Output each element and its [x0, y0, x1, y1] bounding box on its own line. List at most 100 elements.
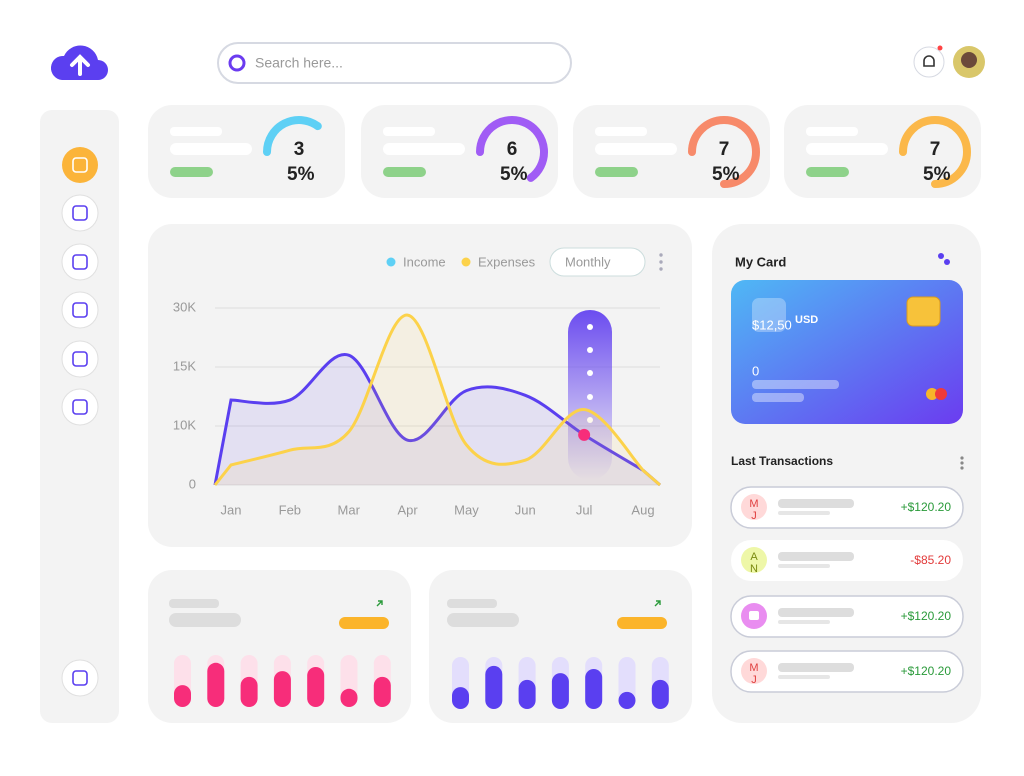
- bar: [551, 673, 569, 709]
- card-line: [752, 380, 839, 389]
- txn-line: [778, 499, 854, 508]
- transaction-amount: +$120.20: [901, 609, 952, 623]
- mini-line: [447, 599, 497, 608]
- transaction-amount: +$120.20: [901, 500, 952, 514]
- kpi-label: 75%: [923, 139, 951, 185]
- gauge: [688, 116, 760, 188]
- kpi-bar: [170, 167, 213, 177]
- nav-icon: [72, 399, 88, 415]
- transaction-avatar: [741, 658, 767, 684]
- trend-icon: [654, 600, 661, 607]
- txn-line: [778, 552, 854, 561]
- chart-menu: [659, 267, 663, 271]
- bar: [174, 685, 191, 707]
- card-balance: $12,50: [752, 317, 792, 332]
- txn-line: [778, 608, 854, 617]
- avatar-face: [961, 52, 977, 68]
- txn-line: [778, 564, 830, 568]
- gauge: [263, 116, 322, 156]
- mc-logo: [926, 388, 938, 400]
- card-menu-dot: [944, 259, 950, 265]
- highlight-dot: [587, 394, 593, 400]
- bar: [207, 662, 225, 707]
- bar: [585, 668, 603, 709]
- nav-icon: [72, 302, 88, 318]
- bank-card[interactable]: [731, 280, 963, 424]
- gauge: [476, 116, 548, 182]
- bar: [618, 691, 636, 709]
- logo-arrow: [70, 54, 90, 76]
- kpi-line: [170, 127, 222, 136]
- y-tick-label: 0: [189, 476, 196, 491]
- nav-button[interactable]: [61, 340, 99, 378]
- bar: [373, 676, 391, 707]
- legend-dot: [386, 257, 396, 267]
- mini-line: [447, 613, 519, 627]
- x-tick-label: Jun: [515, 502, 536, 517]
- highlight-point: [578, 428, 591, 441]
- card-title: My Card: [735, 254, 786, 269]
- x-tick-label: Jul: [576, 502, 593, 517]
- highlight-dot: [587, 370, 593, 376]
- y-tick-label: 10K: [173, 417, 196, 432]
- card-glass: [752, 298, 786, 332]
- txn-line: [778, 511, 830, 515]
- kpi-bar: [806, 167, 849, 177]
- transactions-title: Last Transactions: [731, 454, 833, 468]
- nav-button[interactable]: [61, 243, 99, 281]
- txn-line: [778, 663, 854, 672]
- highlight-dot: [587, 324, 593, 330]
- search-icon: [228, 54, 246, 72]
- nav-button[interactable]: [62, 147, 98, 183]
- kpi-label: 75%: [712, 139, 740, 185]
- legend-dot: [461, 257, 471, 267]
- avatar-icon: [749, 611, 759, 620]
- search-placeholder: Search here...: [255, 55, 343, 71]
- kpi-line: [595, 127, 647, 136]
- kpi-label: 65%: [500, 139, 528, 185]
- y-tick-label: 30K: [173, 299, 196, 314]
- kpi-line: [806, 127, 858, 136]
- mini-line: [169, 599, 219, 608]
- area: [215, 354, 660, 485]
- bar: [307, 666, 325, 707]
- search-box[interactable]: [217, 42, 572, 84]
- bell[interactable]: [913, 46, 945, 78]
- bell-icon: [923, 55, 935, 67]
- card-menu[interactable]: [938, 253, 944, 259]
- bar: [240, 676, 258, 707]
- kpi-line: [806, 143, 888, 155]
- mc-logo: [935, 388, 947, 400]
- y-tick-label: 15K: [173, 358, 196, 373]
- x-tick-label: Aug: [631, 502, 654, 517]
- nav-button[interactable]: [61, 659, 99, 697]
- mini-tag: [339, 617, 389, 629]
- nav-button[interactable]: [61, 388, 99, 426]
- initials: AN: [750, 551, 758, 575]
- chart-menu: [659, 253, 663, 257]
- bar: [340, 688, 358, 707]
- transaction-avatar: [741, 494, 767, 520]
- nav-icon: [72, 254, 88, 270]
- highlight-dot: [587, 347, 593, 353]
- mini-tag: [617, 617, 667, 629]
- bar: [273, 671, 291, 707]
- legend-label: Expenses: [478, 254, 536, 269]
- highlight-dot: [587, 417, 593, 423]
- mini-line: [169, 613, 241, 627]
- more[interactable]: [960, 456, 964, 470]
- x-tick-label: Mar: [338, 502, 361, 517]
- period-select[interactable]: [549, 247, 646, 277]
- line: [213, 313, 661, 487]
- txn-line: [778, 675, 830, 679]
- nav-button[interactable]: [61, 291, 99, 329]
- transaction-avatar: [741, 547, 767, 573]
- nav-icon: [72, 351, 88, 367]
- card-number: 0: [752, 363, 759, 378]
- transaction-amount: +$120.20: [901, 664, 952, 678]
- nav-button[interactable]: [61, 194, 99, 232]
- kpi-bar: [595, 167, 638, 177]
- bar: [485, 665, 503, 709]
- badge: [937, 45, 943, 51]
